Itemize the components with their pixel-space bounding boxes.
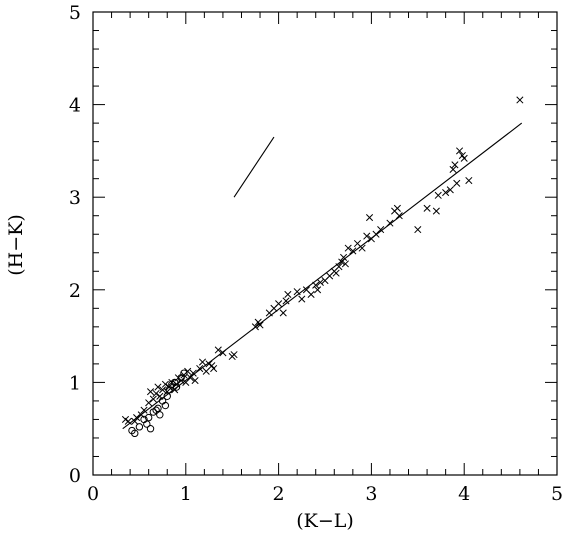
cross-point bbox=[316, 278, 324, 286]
cross-point bbox=[230, 351, 238, 359]
fit-lines bbox=[122, 122, 523, 430]
cross-point bbox=[465, 176, 473, 185]
circle-point bbox=[161, 401, 170, 410]
cross-point bbox=[340, 253, 348, 261]
cross-point bbox=[456, 147, 464, 155]
cross-point bbox=[219, 349, 227, 357]
circle-point bbox=[146, 425, 155, 433]
cross-point bbox=[279, 309, 287, 317]
circle-point bbox=[180, 369, 188, 377]
circle-point bbox=[170, 378, 179, 387]
cross-point bbox=[335, 263, 343, 271]
cross-point bbox=[145, 399, 153, 407]
cross-point bbox=[365, 214, 374, 222]
cross-point bbox=[196, 364, 204, 373]
x-axis-label: (K−L) bbox=[296, 510, 354, 532]
cross-point bbox=[386, 219, 394, 227]
cross-point bbox=[434, 191, 442, 199]
cross-point bbox=[284, 290, 292, 298]
cross-point bbox=[349, 247, 357, 255]
x-tick-label: 3 bbox=[365, 483, 377, 505]
circle-point bbox=[152, 406, 160, 414]
cross-point bbox=[256, 321, 264, 329]
cross-point bbox=[275, 300, 283, 308]
cross-point bbox=[449, 165, 457, 173]
cross-point bbox=[137, 411, 145, 419]
data-points bbox=[121, 96, 524, 438]
y-tick-label: 4 bbox=[69, 95, 81, 117]
circle-point bbox=[135, 423, 144, 431]
x-tick-label: 5 bbox=[551, 483, 563, 505]
y-tick-label: 0 bbox=[69, 465, 81, 487]
y-tick-label: 5 bbox=[69, 2, 81, 24]
cross-point bbox=[344, 244, 352, 252]
cross-point bbox=[432, 207, 440, 215]
cross-point bbox=[140, 406, 148, 414]
cross-point bbox=[161, 380, 169, 388]
cross-point bbox=[423, 204, 431, 212]
y-tick-label: 2 bbox=[69, 280, 81, 302]
y-axis-label: (H−K) bbox=[5, 214, 27, 276]
cross-point bbox=[442, 189, 450, 197]
cross-point bbox=[159, 386, 167, 394]
circle-point bbox=[163, 392, 171, 400]
cross-point bbox=[307, 290, 315, 298]
cross-point bbox=[210, 364, 218, 373]
reddening-vector bbox=[233, 136, 275, 198]
cross-point bbox=[156, 392, 164, 400]
circle-point bbox=[154, 404, 162, 413]
y-tick-label: 3 bbox=[69, 187, 81, 209]
cross-point bbox=[124, 417, 132, 425]
cross-point bbox=[453, 179, 461, 187]
cross-point bbox=[414, 226, 422, 234]
cross-point bbox=[149, 395, 157, 403]
x-tick-label: 1 bbox=[180, 483, 192, 505]
cross-point bbox=[154, 383, 162, 391]
cross-point bbox=[191, 376, 199, 385]
circle-point bbox=[156, 411, 164, 419]
cross-point bbox=[516, 96, 524, 104]
circle-point bbox=[144, 413, 153, 422]
cross-point bbox=[341, 260, 349, 268]
cross-point bbox=[460, 154, 468, 162]
cross-point bbox=[393, 204, 401, 212]
cross-point bbox=[363, 232, 371, 240]
cross-point bbox=[202, 367, 210, 375]
cross-point bbox=[338, 258, 346, 266]
circle-point bbox=[131, 429, 139, 438]
plot-frame bbox=[92, 11, 558, 476]
cross-point bbox=[131, 417, 139, 425]
cross-point bbox=[186, 374, 194, 382]
cross-point bbox=[184, 367, 192, 375]
cross-point bbox=[146, 388, 155, 396]
x-tick-label: 2 bbox=[273, 483, 285, 505]
cross-point bbox=[282, 297, 290, 305]
cross-point bbox=[293, 288, 301, 296]
tick-labels: 0 1 2 3 4 5 0 1 2 3 4 5 bbox=[69, 2, 563, 505]
cross-point bbox=[446, 186, 454, 194]
tick-marks bbox=[92, 11, 558, 476]
cross-point bbox=[377, 226, 385, 234]
cross-point bbox=[189, 369, 197, 377]
fit-line bbox=[122, 122, 523, 430]
x-tick-label: 0 bbox=[87, 483, 99, 505]
x-tick-label: 4 bbox=[458, 483, 470, 505]
circle-point bbox=[143, 420, 151, 428]
cross-point bbox=[312, 281, 320, 289]
cross-point bbox=[133, 414, 141, 422]
y-tick-label: 1 bbox=[69, 372, 81, 394]
cross-point bbox=[251, 323, 259, 331]
cross-point bbox=[314, 286, 322, 294]
circle-point bbox=[172, 383, 181, 391]
cross-point bbox=[198, 358, 207, 366]
cross-point bbox=[395, 212, 403, 220]
cross-point bbox=[298, 295, 306, 303]
cross-point bbox=[358, 244, 366, 252]
cross-point bbox=[152, 389, 160, 398]
cross-point bbox=[451, 161, 459, 169]
cross-point bbox=[214, 346, 222, 354]
cross-point bbox=[332, 269, 340, 277]
